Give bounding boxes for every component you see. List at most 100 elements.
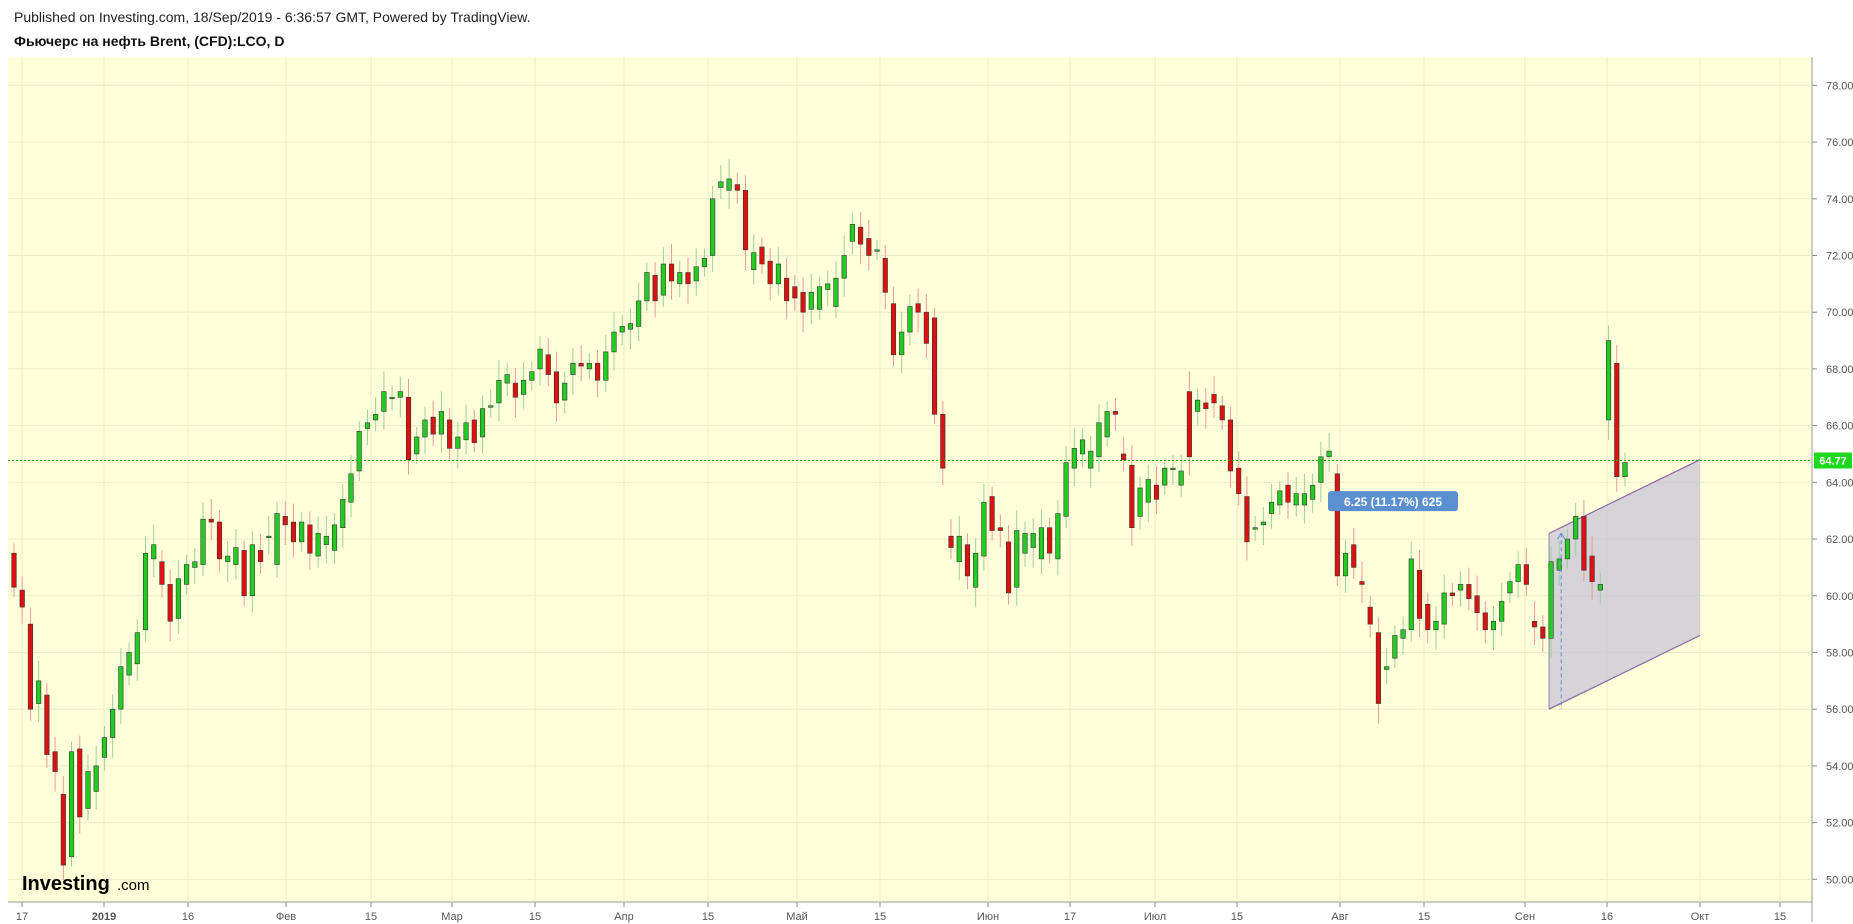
candle-down (1482, 612, 1488, 631)
x-tick-label: 16 (182, 911, 194, 923)
candle-up (644, 272, 650, 302)
candle-up (142, 552, 149, 631)
candle-down (1367, 606, 1373, 625)
x-axis: 17 2019 16 Фев 15 Мар 15 Апр 15 Май 15 Июн 17 Июл 15 Ав… (16, 902, 1786, 923)
x-tick-label: 15 (1231, 911, 1243, 923)
candle-up (364, 422, 370, 429)
candle-up (151, 544, 157, 560)
measure-label-text: 6.25 (11.17%) 625 (1344, 495, 1442, 509)
x-tick-label: 17 (1064, 911, 1076, 923)
x-tick-label: Фев (276, 911, 296, 923)
candle-up (1301, 493, 1308, 506)
candle-up (504, 374, 510, 384)
candle-up (200, 518, 206, 565)
candle-down (60, 793, 66, 866)
x-tick-label: Июл (1144, 911, 1166, 923)
candle-up (266, 535, 272, 539)
candle-up (438, 411, 444, 435)
candle-down (595, 362, 601, 381)
candle-up (570, 362, 576, 375)
candle-up (956, 535, 962, 563)
candle-up (1038, 527, 1044, 560)
candle-down (405, 396, 412, 460)
y-tick-label: 52.00 (1826, 818, 1853, 830)
y-tick-label: 58.00 (1826, 647, 1853, 659)
candle-down (1466, 584, 1472, 599)
candle-up (479, 408, 486, 438)
x-tick-label: 15 (529, 911, 541, 923)
candle-up (627, 323, 634, 330)
candle-down (882, 258, 888, 293)
y-tick-label: 64.00 (1826, 477, 1853, 489)
candle-up (274, 513, 280, 565)
candle-down (1375, 632, 1381, 704)
candle-up (808, 292, 814, 310)
y-tick-label: 76.00 (1826, 137, 1853, 149)
candle-up (1293, 493, 1299, 506)
candle-up (1055, 513, 1061, 560)
measure-annotation[interactable]: 6.25 (11.17%) 625 (1328, 491, 1566, 710)
candle-up (1548, 561, 1554, 639)
candle-up (1260, 521, 1266, 526)
candle-up (249, 544, 255, 597)
x-tick-label: 2019 (92, 911, 116, 923)
candle-up (299, 521, 305, 543)
candle-down (668, 263, 675, 282)
last-price-badge (1814, 452, 1852, 469)
candle-up (36, 680, 42, 704)
candle-up (751, 252, 757, 270)
plot-area[interactable] (8, 57, 1812, 902)
candle-up (562, 382, 568, 401)
candle-down (800, 292, 806, 313)
channel-lower-line (1548, 634, 1701, 710)
candle-up (1178, 470, 1184, 486)
candle-up (1392, 635, 1398, 659)
candle-up (1145, 479, 1151, 503)
x-tick-label: 15 (702, 911, 714, 923)
candle-up (331, 524, 338, 551)
candle-up (233, 547, 239, 565)
candle-up (1277, 490, 1283, 506)
investing-logo: Investing .com (22, 873, 150, 895)
candle-down (216, 521, 223, 560)
x-tick-label: Авг (1331, 911, 1348, 923)
candle-down (1614, 362, 1620, 477)
candle-up (636, 300, 642, 327)
candle-up (1400, 629, 1406, 639)
candle-down (734, 184, 740, 191)
candle-up (611, 331, 617, 353)
candle-up (1408, 558, 1414, 631)
candle-up (816, 286, 823, 310)
candle-down (1219, 405, 1225, 421)
candle-up (1515, 564, 1521, 582)
candle-down (52, 751, 58, 772)
candle-down (77, 748, 83, 818)
candle-down (553, 371, 560, 404)
logo-suffix-text: .com (117, 877, 150, 894)
candle-up (981, 501, 987, 557)
candle-down (932, 317, 938, 415)
candle-up (85, 771, 91, 809)
logo-main-text: Investing (22, 873, 110, 895)
candle-up (825, 283, 831, 290)
candle-down (290, 521, 297, 543)
candle-down (685, 272, 691, 285)
candle-up (1088, 450, 1094, 469)
candle-down (208, 518, 214, 523)
candle-up (1622, 462, 1628, 477)
candle-up (110, 708, 116, 738)
candle-up (340, 499, 346, 529)
candle-down (1581, 516, 1587, 571)
candle-up (192, 561, 198, 568)
candle-up (1326, 450, 1332, 458)
y-tick-label: 50.00 (1826, 874, 1853, 886)
candle-up (134, 632, 140, 665)
candle-down (1236, 467, 1242, 494)
candle-down (742, 189, 749, 251)
candle-up (93, 765, 99, 792)
candle-up (1022, 533, 1028, 554)
candle-up (414, 436, 420, 455)
candle-up (455, 436, 461, 449)
candle-up (537, 348, 543, 370)
